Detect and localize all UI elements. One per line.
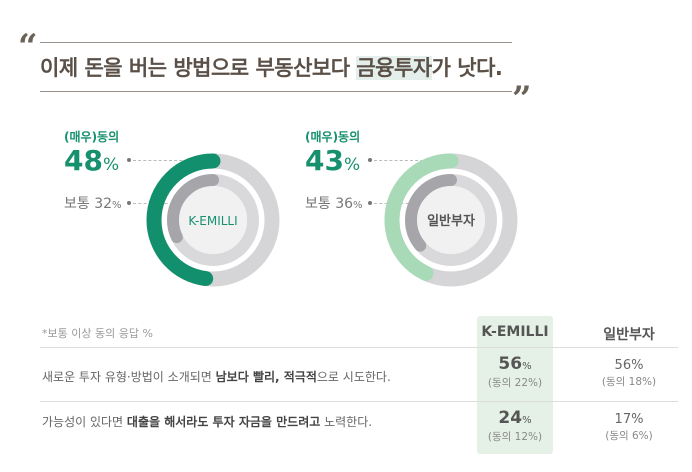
normal-arc [405, 174, 497, 266]
agree-value: 48% [64, 144, 120, 177]
center-disc [417, 186, 485, 254]
donut-chart-general: 일반부자 [384, 153, 518, 287]
agree-value: 43% [305, 144, 361, 177]
agree-label: (매우)동의 [64, 130, 120, 144]
leader-line [133, 160, 208, 161]
headline-highlight: 금융투자 [356, 56, 432, 80]
headline-text: 이제 돈을 버는 방법으로 부동산보다 [40, 56, 357, 80]
center-disc [179, 186, 247, 254]
divider [40, 347, 678, 348]
bottom-rule [40, 91, 512, 92]
donut-chart-kemilli: K-EMILLI [146, 153, 280, 287]
leader-dot [127, 158, 131, 162]
column-header-general: 일반부자 [603, 327, 655, 343]
normal-value: 보통 36% [305, 196, 363, 212]
table-note: *보통 이상 동의 응답 % [42, 327, 153, 340]
kemilli-value: 24% (동의 12%) [487, 408, 543, 444]
leader-dot [368, 201, 372, 205]
table-row-label: 가능성이 있다면 대출을 해서라도 투자 자금을 만드려고 노력한다. [42, 415, 373, 429]
agree-label: (매우)동의 [305, 130, 361, 144]
top-rule [40, 42, 512, 43]
column-header-kemilli: K-EMILLI [481, 324, 549, 340]
donut-center-label: 일반부자 [427, 213, 475, 229]
divider [40, 401, 678, 402]
headline-text-end: 가 낫다. [431, 56, 503, 80]
highlight-column [477, 316, 553, 454]
agree-arc [384, 153, 518, 287]
agree-arc [146, 153, 280, 287]
donut-center-label: K-EMILLI [188, 214, 237, 228]
leader-dot [368, 158, 372, 162]
kemilli-value: 56% (동의 22%) [487, 354, 543, 390]
normal-value: 보통 32% [64, 196, 122, 212]
general-value: 17% (동의 6%) [605, 412, 653, 442]
leader-line [374, 160, 449, 161]
table-row-label: 새로운 투자 유형·방법이 소개되면 남보다 빨리, 적극적으로 시도한다. [42, 370, 391, 384]
general-value: 56% (동의 18%) [601, 358, 657, 388]
normal-arc [167, 174, 259, 266]
close-quote-icon: ” [512, 79, 532, 119]
headline: 이제 돈을 버는 방법으로 부동산보다 금융투자가 낫다. [40, 52, 503, 82]
open-quote-icon: “ [18, 27, 38, 67]
leader-dot [127, 201, 131, 205]
